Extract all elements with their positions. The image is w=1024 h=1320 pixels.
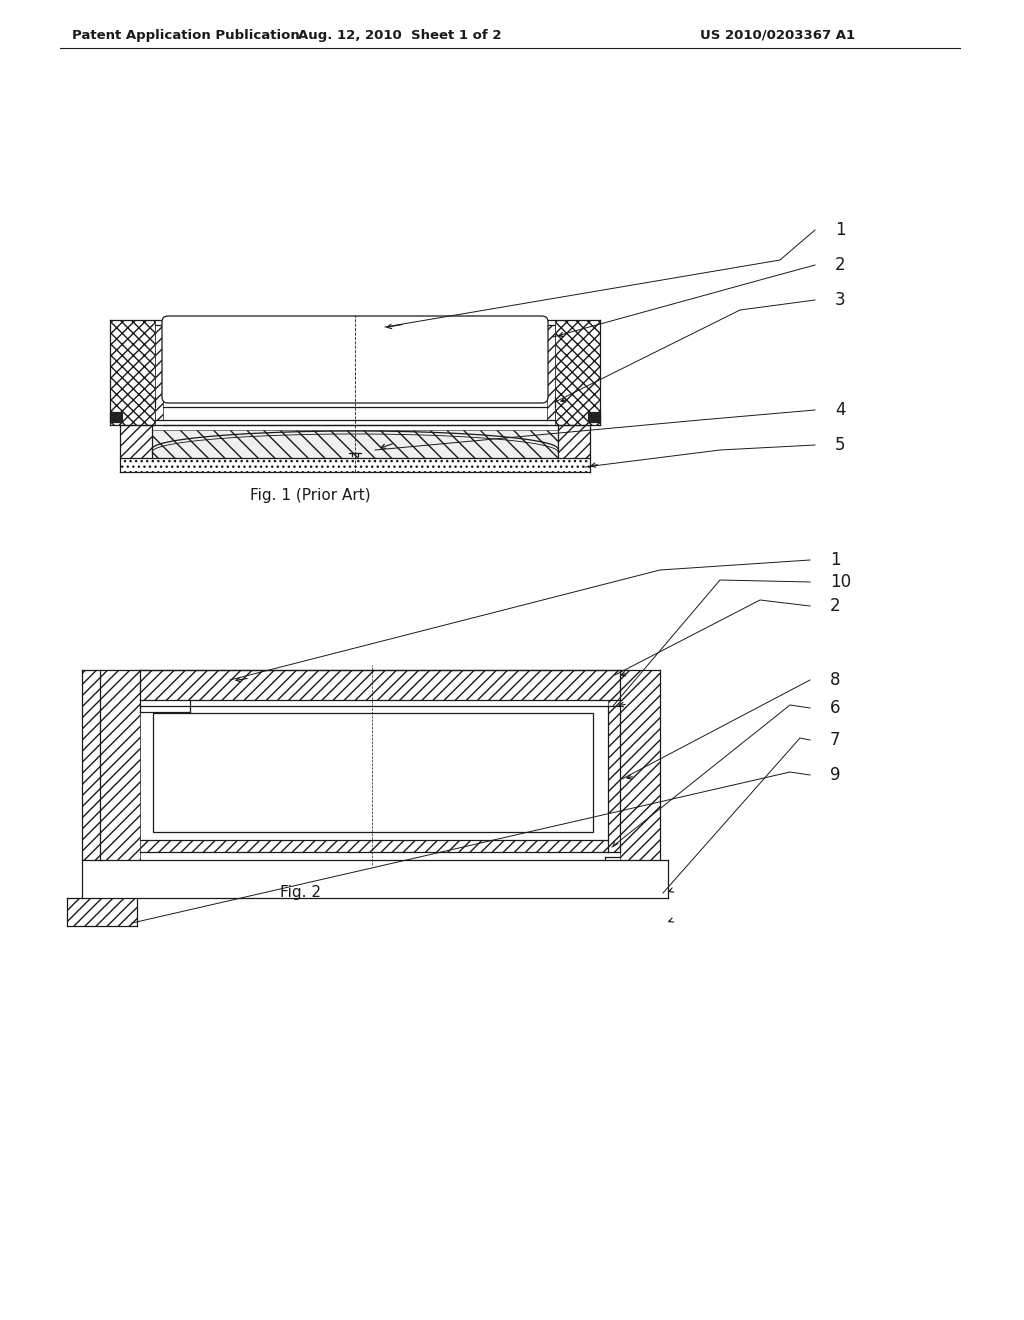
Text: 9: 9 (830, 766, 841, 784)
Bar (140, 671, 620, 700)
Bar (110, 412, 122, 422)
Bar (155, 325, 163, 420)
Bar (120, 425, 152, 473)
Bar (67, 898, 137, 927)
Text: Fig. 1 (Prior Art): Fig. 1 (Prior Art) (250, 488, 371, 503)
Text: Fig. 2: Fig. 2 (280, 884, 321, 900)
Bar (140, 840, 608, 851)
Text: 2: 2 (830, 597, 841, 615)
Text: 7: 7 (830, 731, 841, 748)
Bar (620, 671, 660, 861)
Text: 3: 3 (835, 290, 846, 309)
Text: 8: 8 (830, 671, 841, 689)
Bar (100, 671, 140, 861)
Text: 4: 4 (835, 401, 846, 418)
Bar (152, 430, 558, 458)
Bar (558, 425, 590, 473)
FancyBboxPatch shape (162, 315, 548, 403)
Bar (588, 412, 600, 422)
Bar (608, 706, 620, 851)
Bar (153, 713, 593, 832)
Bar (174, 327, 536, 345)
Text: 10: 10 (830, 573, 851, 591)
Bar (110, 319, 155, 425)
Text: 1: 1 (830, 550, 841, 569)
Bar (547, 325, 555, 420)
Text: 6: 6 (830, 700, 841, 717)
Text: 1: 1 (835, 220, 846, 239)
Bar (182, 355, 308, 389)
Bar (120, 458, 590, 473)
Bar (82, 671, 140, 861)
Text: 2: 2 (835, 256, 846, 275)
Text: 5: 5 (835, 436, 846, 454)
Text: US 2010/0203367 A1: US 2010/0203367 A1 (700, 29, 855, 41)
Bar (555, 319, 600, 425)
Bar (608, 678, 620, 851)
Bar (359, 355, 485, 389)
Text: Patent Application Publication: Patent Application Publication (72, 29, 300, 41)
Text: Aug. 12, 2010  Sheet 1 of 2: Aug. 12, 2010 Sheet 1 of 2 (298, 29, 502, 41)
